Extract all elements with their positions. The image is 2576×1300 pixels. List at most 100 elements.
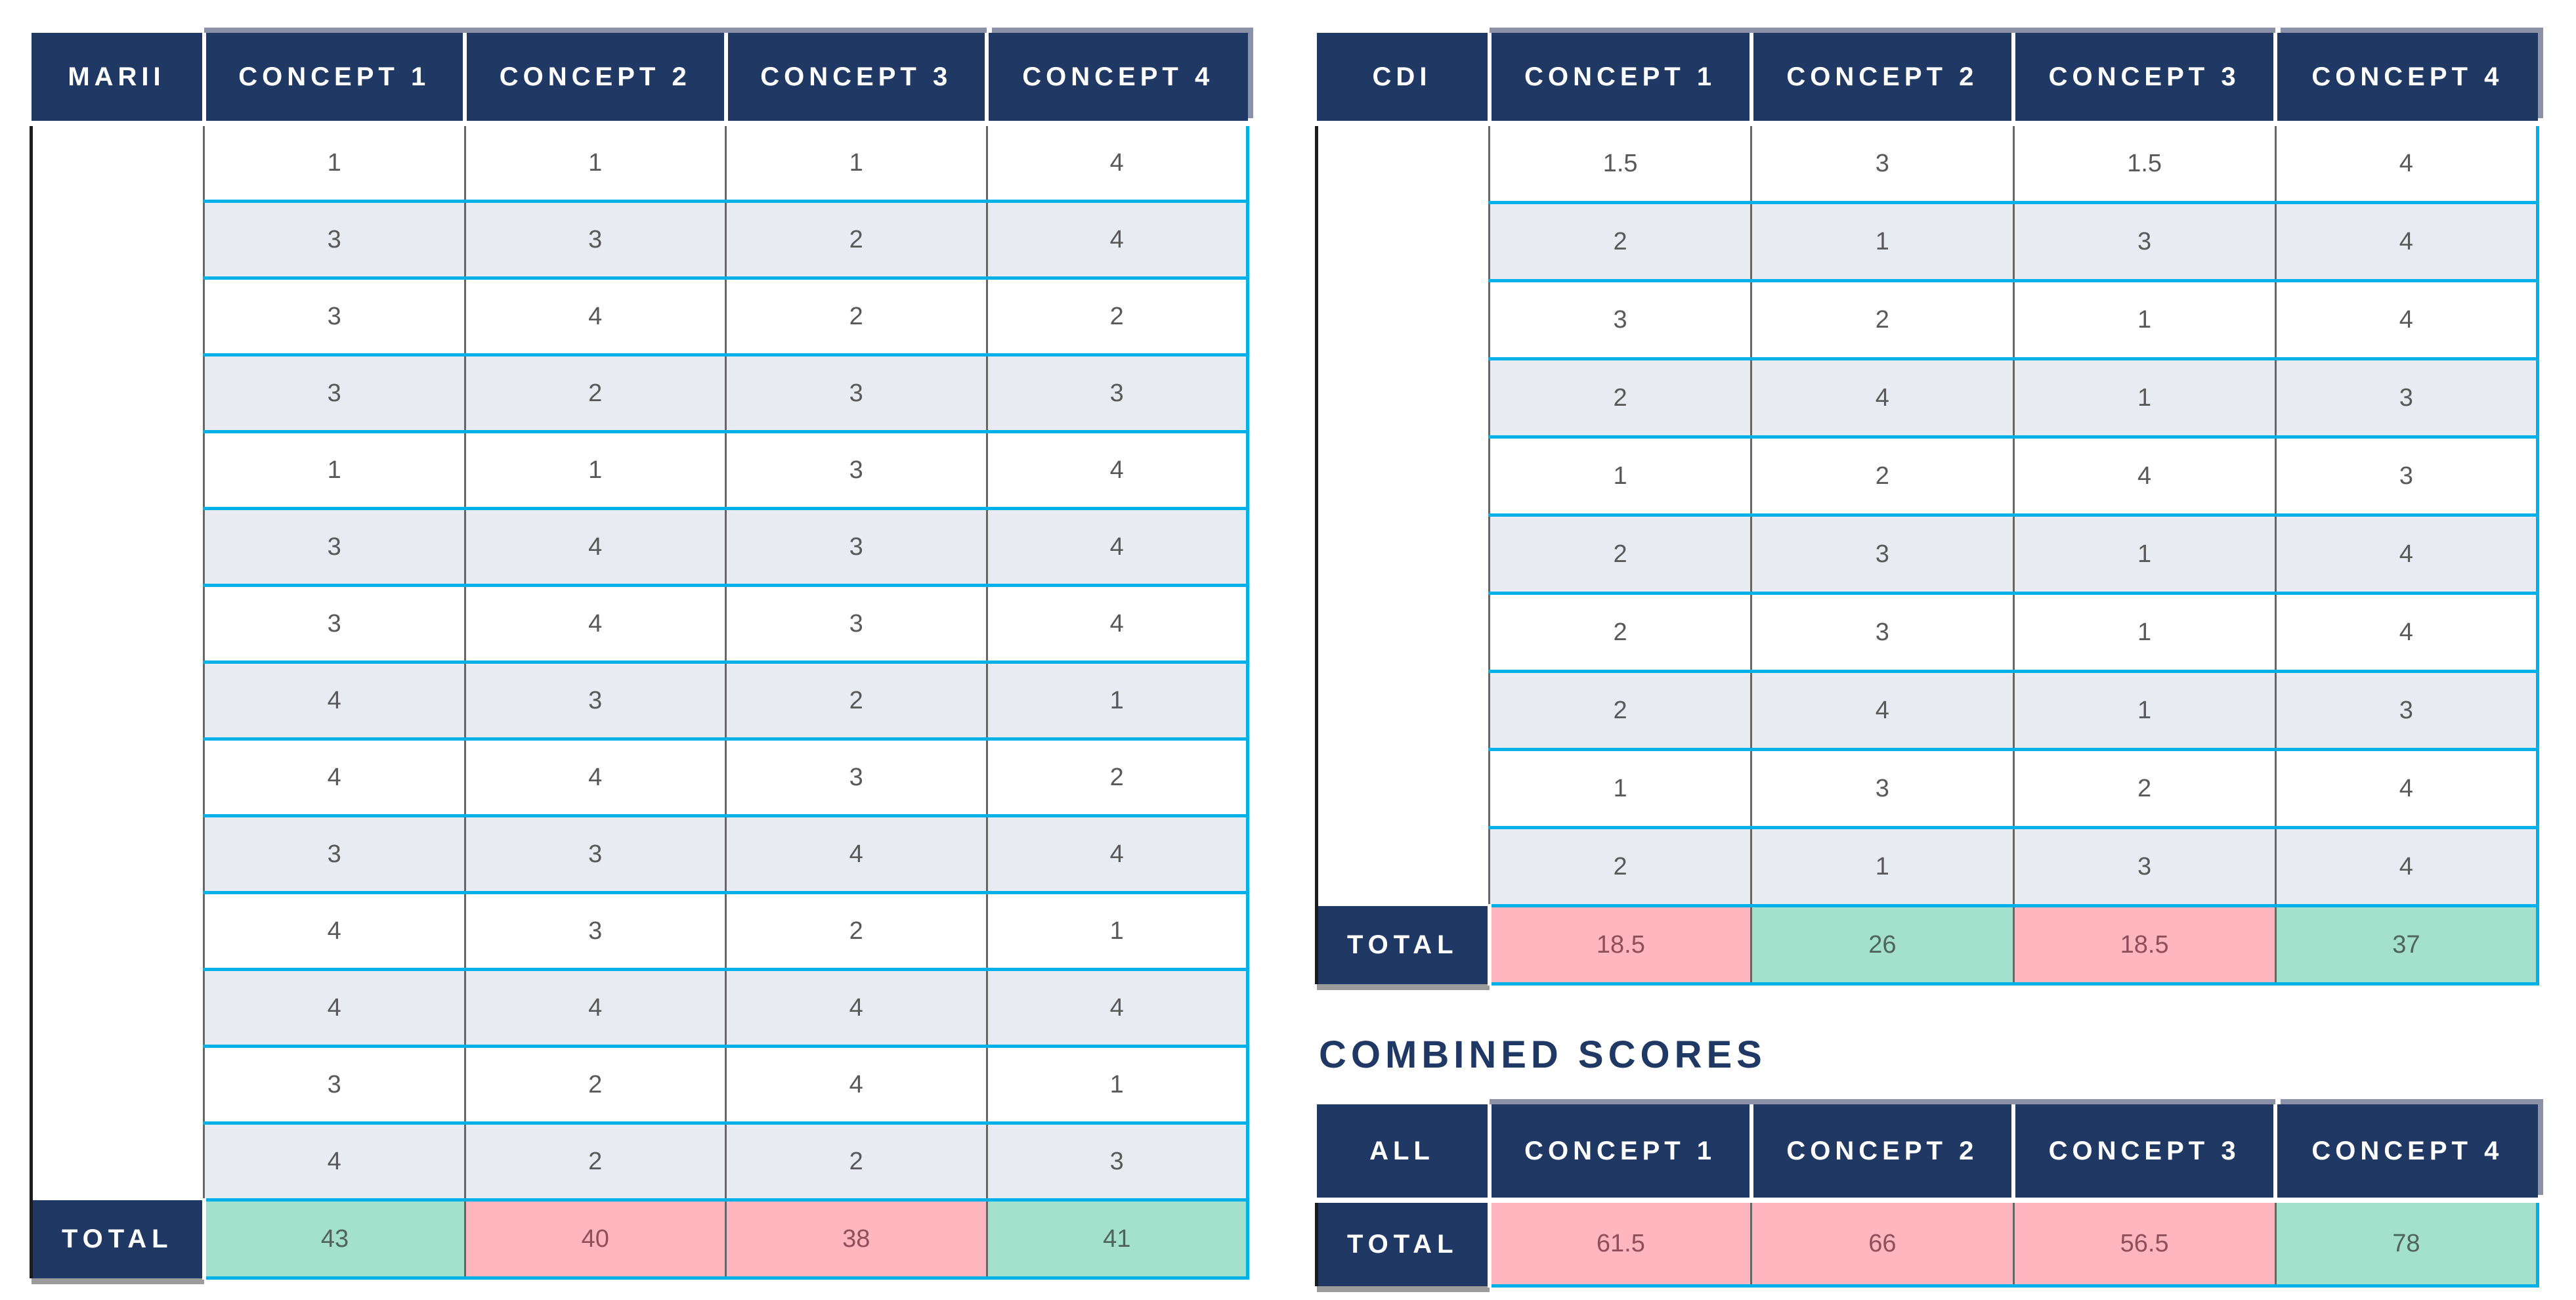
score-cell: 4 — [2274, 513, 2540, 594]
score-cell: 3 — [2274, 357, 2540, 437]
score-cell: 4 — [2274, 592, 2540, 672]
combined-total-concept-3: 56.5 — [2012, 1198, 2276, 1288]
cdi-total-concept-4: 37 — [2274, 904, 2540, 986]
score-cell: 2 — [985, 737, 1249, 816]
marii-total-concept-1: 43 — [202, 1198, 465, 1280]
score-cell: 3 — [2274, 435, 2540, 515]
score-cell: 1 — [1750, 201, 2013, 281]
score-cell: 4 — [985, 200, 1249, 278]
marii-column-header-concept-1: CONCEPT 1 — [202, 33, 465, 126]
score-cell: 2 — [463, 353, 726, 432]
score-cell: 3 — [725, 507, 987, 586]
score-cell: 1.5 — [2012, 123, 2276, 203]
score-cell: 3 — [463, 814, 726, 893]
score-cell: 2 — [1489, 592, 1751, 672]
score-cell: 2 — [1489, 201, 1751, 281]
score-cell: 1 — [2012, 670, 2276, 750]
marii-table: MARII CONCEPT 1 CONCEPT 2 CONCEPT 3 CONC… — [30, 33, 1249, 1280]
cdi-table-title-cell: CDI — [1316, 33, 1490, 126]
score-cell: 4 — [204, 968, 465, 1047]
marii-total-concept-3: 38 — [725, 1198, 987, 1280]
combined-total-concept-4: 78 — [2274, 1198, 2540, 1288]
cdi-total-row: TOTAL 18.5 26 18.5 37 — [1315, 904, 2540, 986]
combined-total-row: TOTAL 61.5 66 56.5 78 — [1315, 1198, 2540, 1288]
score-cell: 4 — [725, 968, 987, 1047]
cdi-table: CDI CONCEPT 1 CONCEPT 2 CONCEPT 3 CONCEP… — [1315, 33, 2540, 986]
score-cell: 2 — [463, 1121, 726, 1200]
score-cell: 3 — [463, 200, 726, 278]
score-cell: 4 — [2274, 826, 2540, 906]
score-cell: 2 — [1489, 513, 1751, 594]
score-cell: 1 — [2012, 592, 2276, 672]
cdi-and-combined-panel: CDI CONCEPT 1 CONCEPT 2 CONCEPT 3 CONCEP… — [1315, 33, 2540, 1288]
score-cell: 3 — [463, 661, 726, 739]
score-cell: 1 — [204, 123, 465, 202]
score-cell: 2 — [1489, 670, 1751, 750]
score-cell: 2 — [725, 276, 987, 355]
score-cell: 1 — [985, 661, 1249, 739]
score-cell: 4 — [1750, 357, 2013, 437]
cdi-column-header-concept-4: CONCEPT 4 — [2273, 33, 2538, 126]
score-cell: 4 — [725, 1045, 987, 1123]
score-cell: 4 — [725, 814, 987, 893]
score-cell: 3 — [204, 200, 465, 278]
cdi-total-label-cell: TOTAL — [1315, 905, 1490, 984]
score-cell: 2 — [1489, 826, 1751, 906]
cdi-total-concept-1: 18.5 — [1487, 904, 1751, 986]
cdi-column-header-concept-2: CONCEPT 2 — [1749, 33, 2013, 126]
score-cell: 3 — [2274, 670, 2540, 750]
score-cell: 3 — [1750, 513, 2013, 594]
combined-total-concept-2: 66 — [1750, 1198, 2013, 1288]
score-cell: 4 — [204, 1121, 465, 1200]
score-cell: 1 — [204, 430, 465, 509]
score-cell: 3 — [1489, 279, 1751, 359]
score-cell: 4 — [463, 507, 726, 586]
score-cell: 2 — [725, 200, 987, 278]
score-cell: 4 — [204, 661, 465, 739]
score-cell: 1 — [2012, 279, 2276, 359]
combined-total-label-cell: TOTAL — [1315, 1200, 1490, 1286]
row-label-column — [1315, 123, 1490, 906]
row-label-column — [30, 123, 205, 1200]
marii-total-row: TOTAL 43 40 38 41 — [30, 1198, 1249, 1280]
score-cell: 3 — [725, 430, 987, 509]
score-cell: 4 — [985, 584, 1249, 662]
score-cell: 4 — [2274, 748, 2540, 828]
score-cell: 1 — [1489, 435, 1751, 515]
marii-column-header-concept-2: CONCEPT 2 — [463, 33, 726, 126]
combined-scores-title: COMBINED SCORES — [1319, 1033, 1767, 1076]
score-cell: 3 — [204, 507, 465, 586]
score-cell: 3 — [204, 353, 465, 432]
combined-scores-table: ALL CONCEPT 1 CONCEPT 2 CONCEPT 3 CONCEP… — [1315, 1104, 2540, 1288]
cdi-table-body: 1.5 3 1.5 4 2 1 3 4 3 2 1 4 2 4 1 3 1 2 4 3 2 3 1 4 2 3 1 4 2 4 1 3 1 3 2 4… — [1315, 123, 2540, 906]
score-cell: 4 — [1750, 670, 2013, 750]
score-cell: 1 — [1750, 826, 2013, 906]
marii-table-title-cell: MARII — [31, 33, 204, 126]
score-cell: 4 — [463, 584, 726, 662]
score-cell: 3 — [1750, 748, 2013, 828]
score-cell: 3 — [985, 1121, 1249, 1200]
combined-column-header-concept-1: CONCEPT 1 — [1487, 1104, 1751, 1203]
table-row: 1.5 3 1.5 4 — [1315, 123, 2540, 906]
score-cell: 3 — [985, 353, 1249, 432]
combined-column-header-concept-4: CONCEPT 4 — [2273, 1104, 2538, 1203]
score-cell: 2 — [1489, 357, 1751, 437]
score-cell: 2 — [2012, 748, 2276, 828]
score-cell: 4 — [463, 968, 726, 1047]
score-cell: 4 — [985, 968, 1249, 1047]
combined-header-row: ALL CONCEPT 1 CONCEPT 2 CONCEPT 3 CONCEP… — [1316, 1104, 2538, 1203]
